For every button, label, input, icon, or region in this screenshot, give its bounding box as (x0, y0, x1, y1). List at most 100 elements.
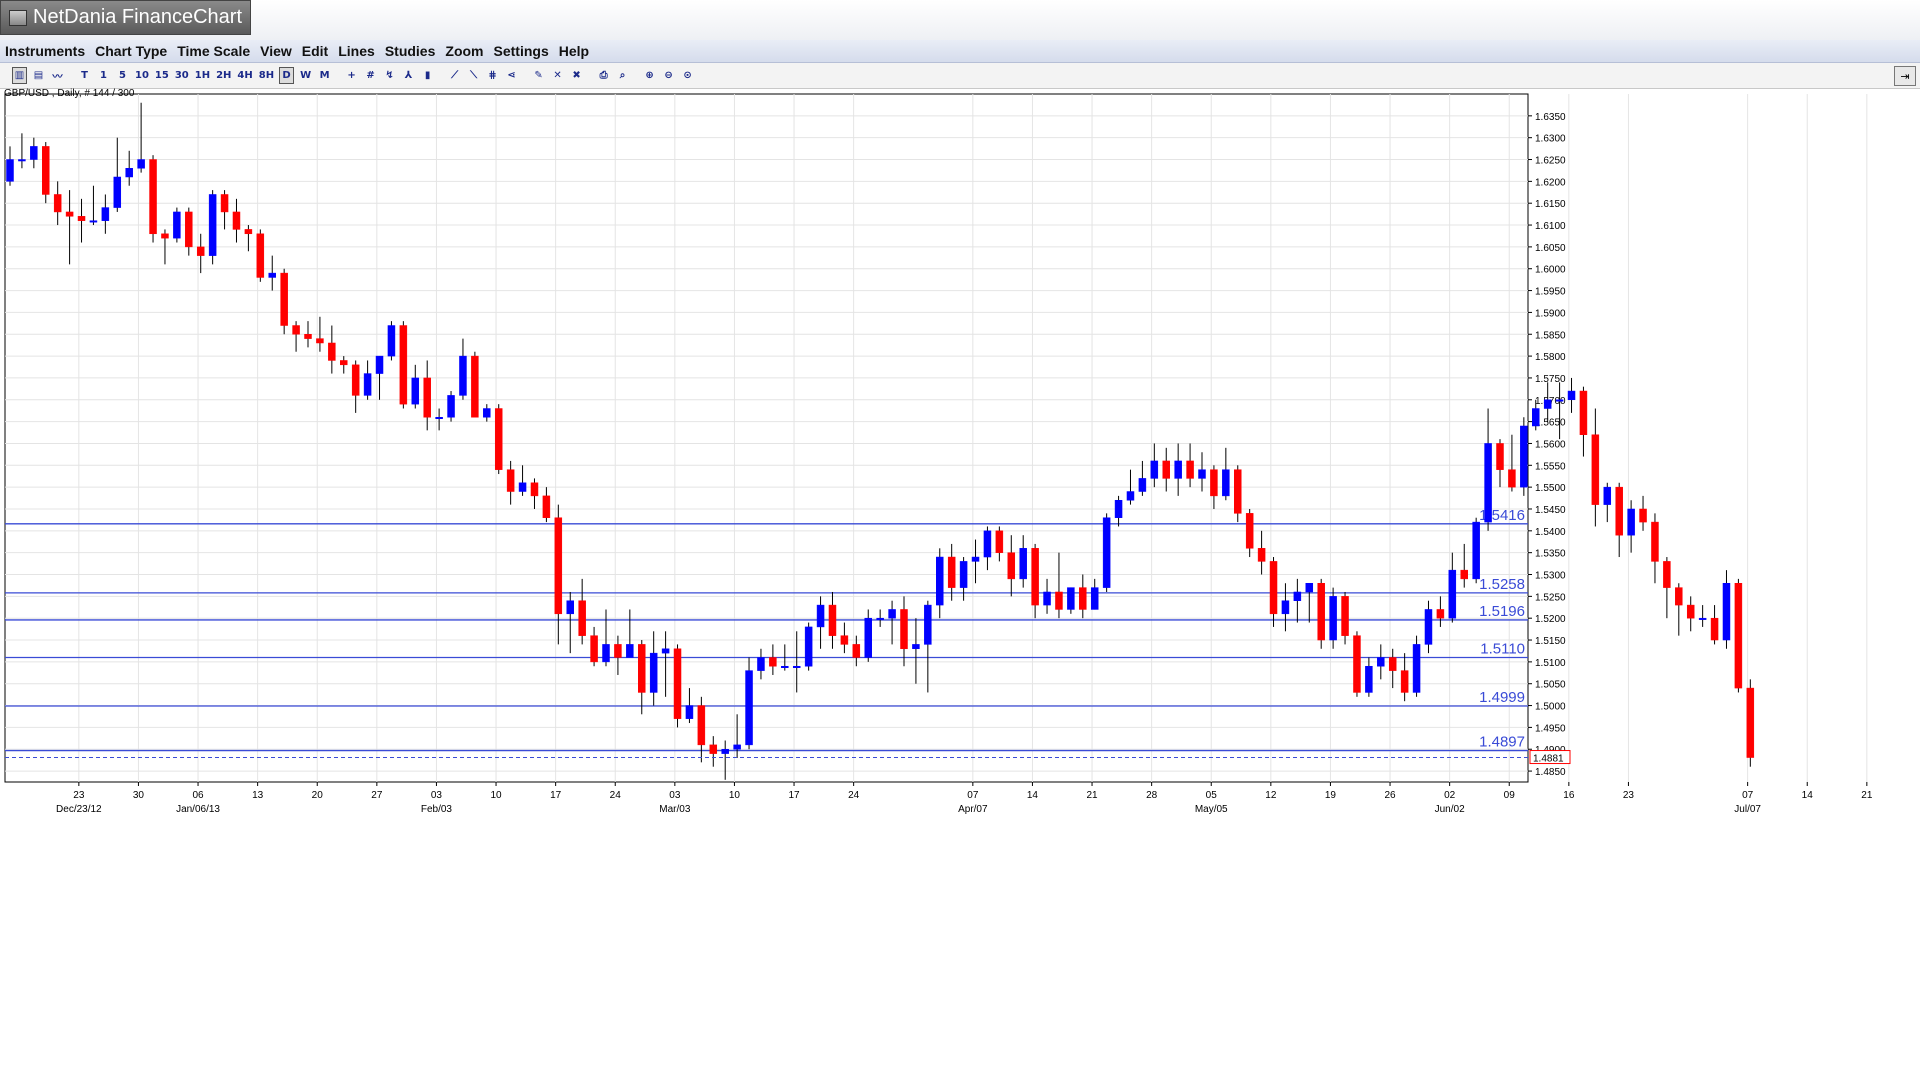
chart-type-icon[interactable]: ▥ (12, 67, 27, 84)
candle-down (673, 648, 682, 719)
x-tick-label: 07 (967, 790, 979, 801)
1min-button[interactable]: 1 (100, 70, 107, 81)
candle-up (721, 748, 729, 754)
edit-lines-icon[interactable]: ✎ (534, 70, 543, 81)
menu-lines[interactable]: Lines (338, 43, 375, 59)
candle-down (1353, 635, 1361, 693)
candle-down (1269, 561, 1278, 615)
candle-up (518, 482, 527, 492)
candle-down (280, 272, 288, 326)
candle-down (1496, 443, 1504, 470)
zoom-in-icon[interactable]: ⊕ (645, 70, 654, 81)
candle-down (1162, 460, 1170, 479)
zoom-out-icon[interactable]: ⊖ (664, 70, 673, 81)
candle-down (220, 194, 229, 213)
5min-button[interactable]: 5 (119, 70, 126, 81)
channel-icon[interactable]: ⟍ (470, 70, 478, 81)
candle-up (649, 652, 658, 693)
menu-edit[interactable]: Edit (301, 43, 329, 59)
candle-down (53, 194, 62, 213)
candle-down (1746, 687, 1755, 758)
2h-button[interactable]: 2H (216, 70, 232, 81)
level-label: 1.5258 (1479, 576, 1525, 593)
candle-up (137, 159, 145, 169)
candle-down (1436, 609, 1445, 619)
delete-all-icon[interactable]: ✖ (572, 70, 581, 81)
candle-up (483, 408, 491, 418)
y-tick-label: 1.5750 (1535, 374, 1566, 385)
delete-icon[interactable]: ✕ (553, 70, 562, 81)
x-tick-label: 17 (788, 790, 800, 801)
candle-up (1627, 508, 1635, 536)
cursor-icon[interactable]: ↯ (385, 70, 394, 81)
candle-down (244, 229, 253, 235)
menu-instruments[interactable]: Instruments (5, 43, 86, 59)
price-chart[interactable]: 1.6350 1.6300 1.6250 1.6200 1.6150 1.6100 1.60… (0, 88, 1920, 1000)
weekly-button[interactable]: W (300, 70, 312, 81)
toolbar: ▥ ▤ 〰 T 1 5 10 15 30 1H 2H 4H 8H D W M + # ↯ ⅄ ▮ ⟋ ⟍ ⋕ ⋖ ✎ ✕ ✖ ⎙ ⌕ ⊕ ⊖ ⊙ (0, 63, 1920, 89)
y-tick-label: 1.5000 (1535, 702, 1566, 713)
fan-icon[interactable]: ⋖ (507, 70, 516, 81)
menu-view[interactable]: View (260, 43, 292, 59)
monthly-button[interactable]: M (319, 70, 330, 81)
grid-icon[interactable]: # (366, 70, 375, 81)
crosshair-icon[interactable]: + (347, 70, 356, 81)
menu-help[interactable]: Help (558, 43, 590, 59)
x-tick-label: 24 (610, 790, 622, 801)
y-tick-label: 1.5350 (1535, 549, 1566, 560)
candle-down (614, 644, 622, 658)
candle-up (1198, 469, 1206, 479)
panel-toggle-button[interactable]: ⇥ (1894, 66, 1916, 86)
candle-down (709, 744, 718, 754)
x-tick-label: 07 (1742, 790, 1754, 801)
candle-up (1424, 609, 1433, 645)
study-icon[interactable]: ⅄ (404, 70, 413, 81)
fibonacci-icon[interactable]: ⋕ (488, 70, 497, 81)
x-tick-sublabel: Dec/23/12 (56, 804, 102, 815)
menu-studies[interactable]: Studies (384, 43, 436, 59)
daily-button[interactable]: D (279, 67, 295, 84)
volume-icon[interactable]: ▮ (424, 70, 431, 81)
print-icon[interactable]: ⎙ (599, 70, 608, 81)
menu-chart-type[interactable]: Chart Type (95, 43, 168, 59)
x-tick-label: 24 (848, 790, 860, 801)
chart-area[interactable]: 1.6350 1.6300 1.6250 1.6200 1.6150 1.6100 1.60… (0, 88, 1920, 1000)
menu-time-scale[interactable]: Time Scale (177, 43, 251, 59)
zoom-reset-icon[interactable]: ⊙ (683, 70, 692, 81)
menu-zoom[interactable]: Zoom (445, 43, 484, 59)
candle-down (1186, 460, 1194, 479)
candle-up (1150, 460, 1159, 479)
candle-up (792, 665, 801, 668)
y-tick-label: 1.5150 (1535, 636, 1566, 647)
candle-down (232, 211, 241, 230)
candle-up (1722, 582, 1731, 641)
candle-up (936, 556, 944, 606)
trendline-icon[interactable]: ⟋ (451, 70, 459, 81)
candle-down (1245, 513, 1254, 549)
x-tick-label: 30 (133, 790, 145, 801)
x-tick-label: 20 (312, 790, 324, 801)
candle-down (506, 469, 515, 492)
4h-button[interactable]: 4H (237, 70, 253, 81)
candle-up (1305, 582, 1314, 593)
line-chart-icon[interactable]: 〰 (52, 72, 63, 83)
candle-up (387, 325, 396, 357)
candle-up (1365, 665, 1373, 693)
tick-button[interactable]: T (81, 70, 88, 81)
menu-settings[interactable]: Settings (493, 43, 549, 59)
8h-button[interactable]: 8H (258, 70, 275, 81)
print-preview-icon[interactable]: ⌕ (619, 70, 626, 81)
candle-up (1412, 644, 1421, 693)
candle-down (1031, 548, 1039, 606)
30min-button[interactable]: 30 (174, 70, 189, 81)
10min-button[interactable]: 10 (135, 70, 149, 81)
candle-down (1341, 596, 1349, 636)
bar-chart-icon[interactable]: ▤ (33, 70, 44, 81)
y-tick-label: 1.5600 (1535, 439, 1566, 450)
1h-button[interactable]: 1H (194, 70, 211, 81)
candle-up (411, 377, 420, 405)
15min-button[interactable]: 15 (154, 70, 169, 81)
candle-down (149, 159, 157, 235)
x-tick-sublabel: Feb/03 (421, 804, 453, 815)
candle-up (268, 272, 276, 278)
